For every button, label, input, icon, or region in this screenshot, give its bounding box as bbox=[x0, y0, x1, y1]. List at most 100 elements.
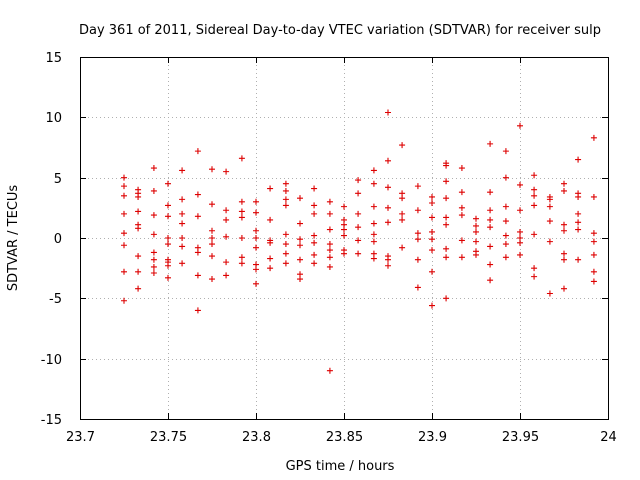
data-point bbox=[517, 251, 523, 258]
data-point bbox=[223, 207, 230, 214]
data-point bbox=[370, 167, 377, 174]
data-point bbox=[223, 233, 230, 240]
data-point bbox=[473, 215, 479, 222]
data-point bbox=[590, 230, 597, 237]
data-point bbox=[135, 285, 142, 292]
data-point bbox=[590, 134, 597, 141]
data-point bbox=[311, 210, 318, 217]
data-point bbox=[326, 241, 333, 248]
data-point bbox=[165, 241, 171, 248]
data-point bbox=[121, 268, 127, 275]
data-point bbox=[311, 239, 318, 246]
data-point bbox=[546, 290, 553, 297]
data-point bbox=[561, 187, 567, 194]
data-point bbox=[370, 203, 377, 210]
data-point bbox=[194, 307, 201, 314]
data-point bbox=[458, 254, 465, 261]
data-point bbox=[473, 222, 479, 229]
data-point bbox=[473, 251, 479, 258]
data-point bbox=[502, 174, 509, 181]
data-point bbox=[326, 367, 333, 374]
data-point bbox=[209, 241, 215, 248]
data-point bbox=[223, 168, 230, 175]
data-point bbox=[487, 243, 494, 250]
data-point bbox=[502, 203, 509, 210]
data-point bbox=[253, 244, 259, 251]
data-point bbox=[385, 204, 391, 211]
data-point bbox=[561, 221, 567, 228]
data-point bbox=[326, 210, 333, 217]
data-point bbox=[121, 183, 127, 190]
data-point bbox=[282, 260, 289, 267]
data-point bbox=[370, 231, 377, 238]
data-point bbox=[370, 255, 377, 262]
data-point bbox=[399, 210, 406, 217]
data-point bbox=[341, 226, 347, 233]
y-tick-label: -5 bbox=[49, 292, 62, 307]
x-tick-label: 23.7 bbox=[66, 430, 95, 445]
data-point bbox=[429, 214, 435, 221]
data-point bbox=[370, 220, 377, 227]
data-point bbox=[414, 236, 421, 243]
data-point bbox=[238, 208, 245, 215]
data-point bbox=[282, 180, 289, 187]
data-point bbox=[179, 260, 186, 267]
data-point bbox=[238, 155, 245, 162]
data-point bbox=[399, 244, 406, 251]
data-point bbox=[385, 184, 391, 191]
data-point bbox=[502, 232, 509, 239]
data-point bbox=[135, 193, 142, 200]
data-point bbox=[458, 237, 465, 244]
x-axis-label: GPS time / hours bbox=[286, 459, 395, 474]
data-point bbox=[531, 192, 538, 199]
data-point bbox=[487, 189, 494, 196]
data-point bbox=[150, 249, 157, 256]
data-point bbox=[414, 207, 421, 214]
data-point bbox=[473, 238, 479, 245]
data-point bbox=[135, 253, 142, 260]
data-point bbox=[121, 297, 127, 304]
x-tick-label: 23.95 bbox=[502, 430, 539, 445]
data-point bbox=[502, 218, 509, 225]
data-point bbox=[121, 242, 127, 249]
data-point bbox=[429, 200, 435, 207]
data-point bbox=[487, 216, 494, 223]
data-point bbox=[194, 148, 201, 155]
data-point bbox=[399, 195, 406, 202]
data-point bbox=[165, 202, 171, 209]
data-point bbox=[209, 276, 215, 283]
data-point bbox=[355, 250, 362, 257]
data-point bbox=[561, 250, 567, 257]
data-point bbox=[590, 251, 597, 258]
data-point bbox=[326, 247, 333, 254]
data-point bbox=[194, 249, 201, 256]
data-point bbox=[517, 228, 523, 235]
y-tick-label: 15 bbox=[45, 51, 62, 66]
data-point bbox=[443, 245, 450, 252]
data-point bbox=[209, 227, 215, 234]
data-point bbox=[517, 122, 523, 129]
data-point bbox=[311, 185, 318, 192]
data-point bbox=[429, 302, 435, 309]
data-point bbox=[179, 235, 186, 241]
data-point bbox=[282, 187, 289, 194]
data-point bbox=[179, 243, 186, 250]
data-point bbox=[179, 210, 186, 217]
data-point bbox=[502, 241, 509, 248]
data-point bbox=[487, 140, 494, 147]
data-point bbox=[326, 226, 333, 233]
data-point bbox=[326, 254, 333, 261]
data-point bbox=[590, 193, 597, 200]
data-point bbox=[121, 192, 127, 199]
data-point bbox=[150, 212, 157, 219]
data-point bbox=[223, 259, 230, 266]
data-point bbox=[179, 167, 186, 174]
data-point bbox=[150, 269, 157, 276]
data-point bbox=[458, 189, 465, 196]
data-point bbox=[385, 262, 391, 269]
data-point bbox=[238, 235, 245, 241]
data-point bbox=[282, 231, 289, 238]
data-point bbox=[414, 183, 421, 190]
data-point bbox=[253, 280, 259, 287]
